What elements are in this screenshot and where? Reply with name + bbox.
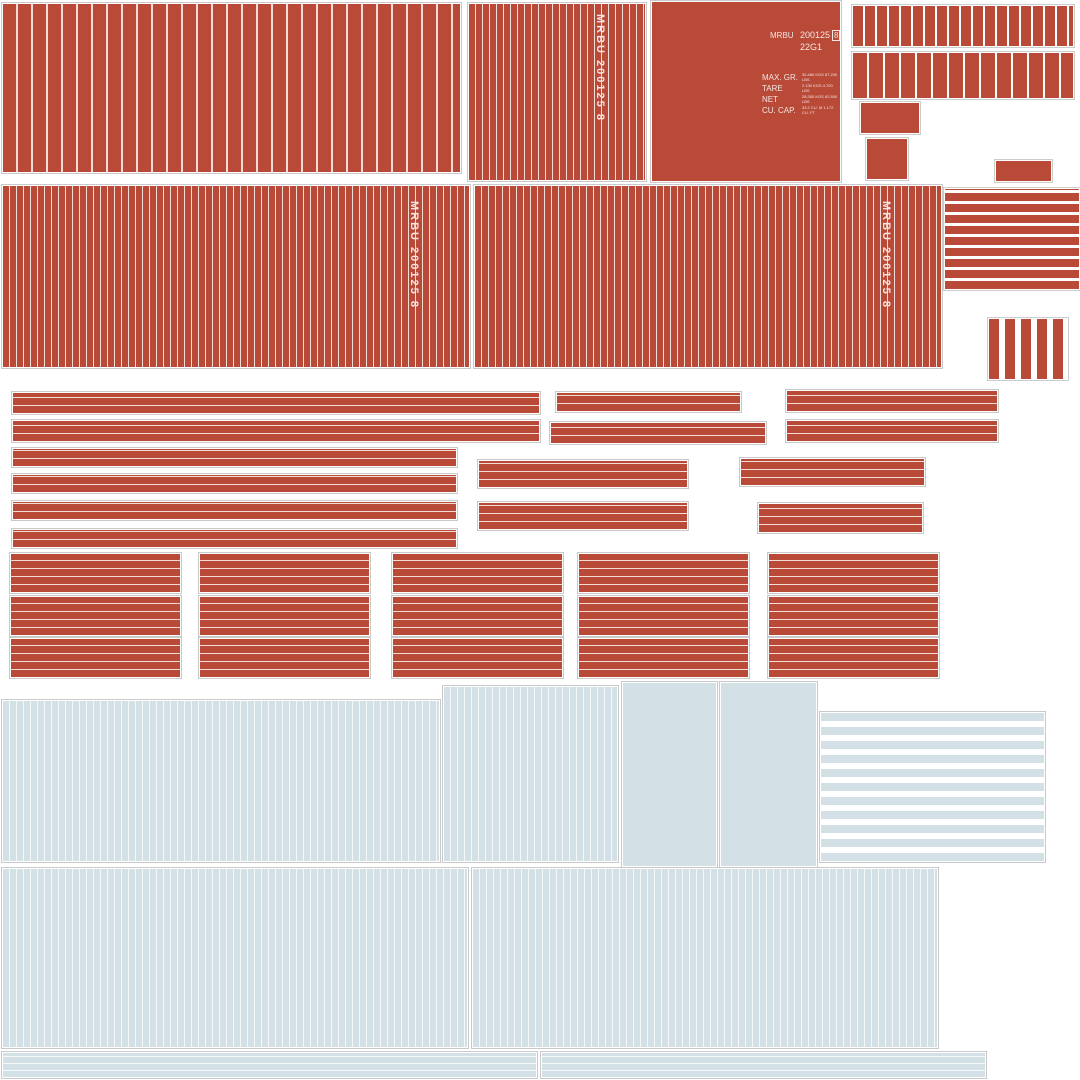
floor-panel [767, 552, 940, 594]
bare-door-inner [621, 681, 718, 868]
rail [11, 500, 458, 521]
bare-rail [540, 1051, 987, 1079]
floor-panel [9, 637, 182, 679]
floor-panel [9, 595, 182, 637]
bare-side-left [1, 867, 469, 1049]
detail-parts [987, 317, 1069, 381]
owner-code: MRBU [770, 31, 794, 40]
side-marking-right: MRBU 200125 8 [880, 201, 892, 309]
value-net: 28.350 KGS 62.500 LBS [802, 94, 838, 104]
check-digit: 8 [832, 30, 841, 41]
rail [11, 391, 541, 415]
floor-panel [767, 595, 940, 637]
floor-panel [767, 637, 940, 679]
rail [549, 421, 767, 445]
bare-door-inner [719, 681, 818, 868]
floor-panel [9, 552, 182, 594]
rail [785, 389, 999, 413]
door-panel-left: MRBU 200125 8 [467, 2, 647, 182]
rail [739, 457, 926, 487]
floor-panel [391, 637, 564, 679]
rail [11, 528, 458, 549]
floor-panel [577, 637, 750, 679]
value-tare: 2.130 KGS 4.700 LBS [802, 83, 833, 93]
floor-panel [198, 595, 371, 637]
rail [11, 419, 541, 443]
side-wall-left: MRBU 200125 8 [1, 184, 471, 369]
floor-panel [198, 637, 371, 679]
label-capacity: CU. CAP. [762, 106, 796, 115]
rail [785, 419, 999, 443]
rail [555, 391, 742, 413]
detail-parts [859, 101, 921, 135]
bare-door [442, 685, 619, 863]
type-code: 22G1 [800, 42, 823, 52]
label-tare: TARE [762, 84, 783, 93]
rail [11, 447, 458, 468]
detail-parts [851, 4, 1075, 48]
floor-panel [577, 595, 750, 637]
rail [477, 501, 689, 531]
roof-panel [1, 2, 462, 174]
floor-panel [391, 552, 564, 594]
value-capacity: 33.2 CU. M 1.172 CU. FT [802, 105, 834, 115]
bare-roof [1, 699, 441, 863]
floor-panel [198, 552, 371, 594]
floor-panel [391, 595, 564, 637]
floor-panel [577, 552, 750, 594]
bare-side-right [471, 867, 939, 1049]
detail-parts [994, 159, 1053, 183]
rail [477, 459, 689, 489]
value-max-gross: 30.480 KGS 67.200 LBS [802, 72, 838, 82]
bare-rail [1, 1051, 538, 1079]
side-marking-left: MRBU 200125 8 [408, 201, 420, 309]
detail-parts [851, 51, 1075, 100]
bare-rails [819, 711, 1046, 863]
rail [11, 473, 458, 494]
rail [757, 502, 924, 534]
label-net: NET [762, 95, 778, 104]
detail-parts [943, 187, 1080, 291]
serial: 200125 [800, 30, 831, 40]
door-panel-right: MRBU 200125 8 22G1 MAX. GR. TARE NET CU.… [650, 0, 842, 183]
side-marking: MRBU 200125 8 [594, 14, 606, 122]
side-wall-right: MRBU 200125 8 [473, 184, 943, 369]
detail-parts [865, 137, 909, 181]
label-max-gross: MAX. GR. [762, 73, 799, 82]
